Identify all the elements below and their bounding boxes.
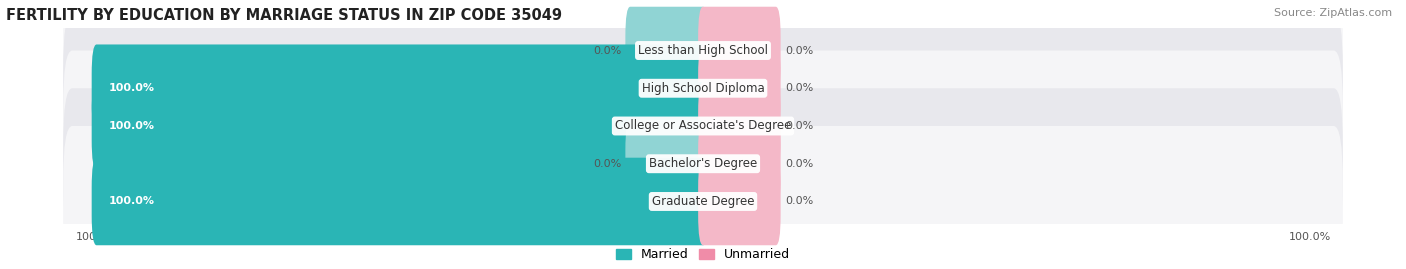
Text: Graduate Degree: Graduate Degree [652,195,754,208]
Text: 0.0%: 0.0% [785,121,813,131]
FancyBboxPatch shape [91,158,707,245]
Text: 100.0%: 100.0% [108,196,155,207]
Text: 0.0%: 0.0% [785,45,813,55]
Text: 100.0%: 100.0% [108,121,155,131]
Text: 0.0%: 0.0% [785,196,813,207]
FancyBboxPatch shape [63,0,1343,126]
Text: 0.0%: 0.0% [785,159,813,169]
FancyBboxPatch shape [63,51,1343,201]
Text: 0.0%: 0.0% [593,45,621,55]
FancyBboxPatch shape [63,13,1343,164]
Text: Source: ZipAtlas.com: Source: ZipAtlas.com [1274,8,1392,18]
Text: 0.0%: 0.0% [593,159,621,169]
Text: Bachelor's Degree: Bachelor's Degree [650,157,756,170]
Text: FERTILITY BY EDUCATION BY MARRIAGE STATUS IN ZIP CODE 35049: FERTILITY BY EDUCATION BY MARRIAGE STATU… [6,8,561,23]
FancyBboxPatch shape [699,158,780,245]
Text: 0.0%: 0.0% [785,83,813,93]
FancyBboxPatch shape [699,44,780,132]
FancyBboxPatch shape [626,7,707,94]
Text: High School Diploma: High School Diploma [641,82,765,95]
Legend: Married, Unmarried: Married, Unmarried [616,248,790,261]
FancyBboxPatch shape [63,88,1343,239]
FancyBboxPatch shape [699,120,780,207]
Text: 100.0%: 100.0% [108,83,155,93]
FancyBboxPatch shape [91,82,707,170]
FancyBboxPatch shape [699,7,780,94]
Text: Less than High School: Less than High School [638,44,768,57]
Text: College or Associate's Degree: College or Associate's Degree [614,119,792,133]
FancyBboxPatch shape [699,82,780,170]
FancyBboxPatch shape [91,44,707,132]
FancyBboxPatch shape [63,126,1343,269]
FancyBboxPatch shape [626,120,707,207]
